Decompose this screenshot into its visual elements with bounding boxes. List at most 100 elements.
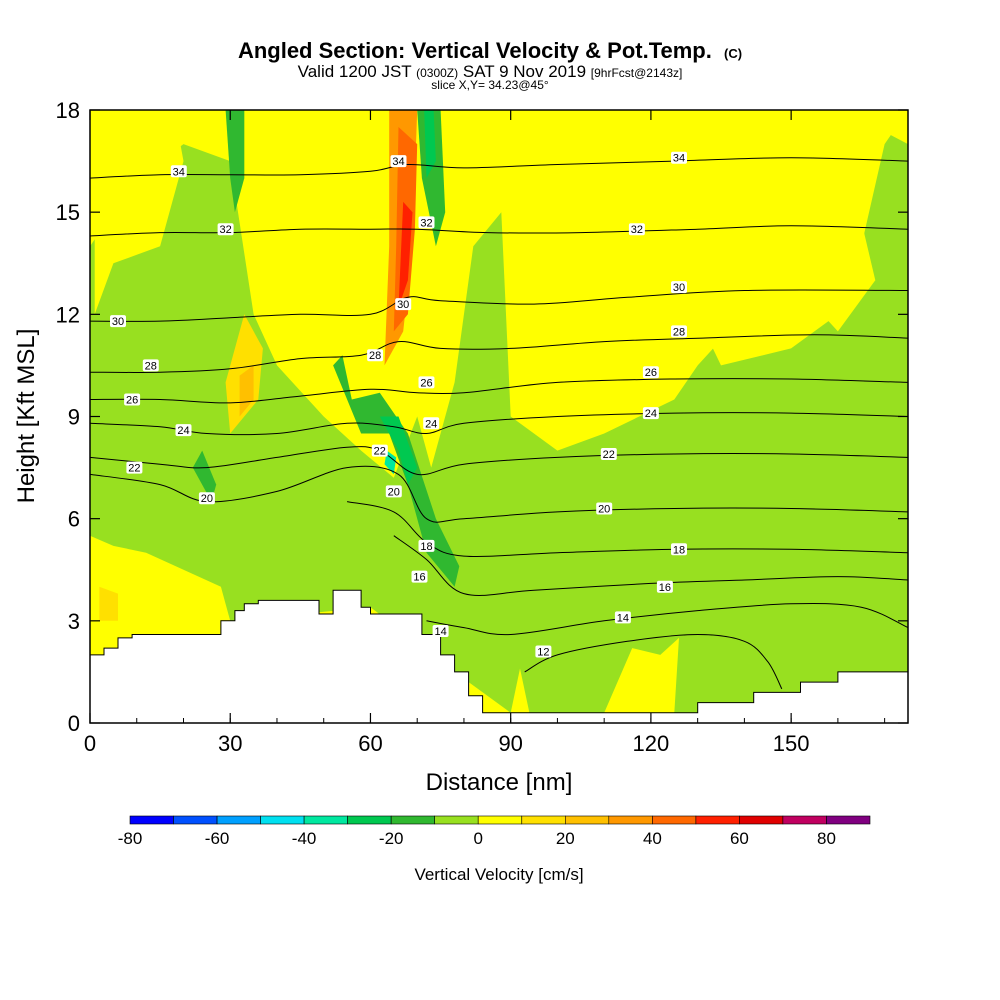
chart-subtitle-slice: slice X,Y= 34.23@45° <box>431 78 549 92</box>
contour-label-text: 20 <box>388 486 400 498</box>
x-tick-label-60: 60 <box>358 731 382 756</box>
x-axis: 0 30 60 90 120 150 <box>84 110 886 756</box>
y-tick-label-6: 6 <box>68 507 80 532</box>
x-tick-label-90: 90 <box>498 731 522 756</box>
contour-label-text: 14 <box>434 626 446 638</box>
isentrope-28 <box>90 334 908 373</box>
contour-label-13: 26 <box>418 376 435 389</box>
x-tick-label-0: 0 <box>84 731 96 756</box>
velocity-region-9 <box>99 586 118 621</box>
velocity-fill-layer <box>90 110 908 713</box>
contour-label-9: 28 <box>142 359 159 372</box>
colorbar-swatch-5 <box>347 815 392 825</box>
velocity-region-1 <box>94 110 184 315</box>
y-axis-title: Height [Kft MSL] <box>13 329 40 504</box>
contour-label-29: 14 <box>614 611 631 624</box>
velocity-region-3 <box>473 110 908 366</box>
velocity-region-17 <box>192 450 217 502</box>
contour-label-8: 30 <box>671 281 687 294</box>
contour-label-text: 34 <box>173 166 185 178</box>
contour-label-text: 32 <box>420 217 432 229</box>
contour-label-text: 28 <box>673 326 685 338</box>
isentrope-26 <box>90 378 908 404</box>
contour-label-text: 16 <box>659 582 671 594</box>
contour-label-text: 14 <box>617 612 629 624</box>
velocity-region-19 <box>424 110 436 179</box>
colorbar-swatch-16 <box>826 815 871 825</box>
velocity-region-20 <box>384 450 397 475</box>
contour-label-5: 32 <box>628 223 645 236</box>
contour-label-6: 30 <box>110 315 126 328</box>
contour-label-text: 30 <box>397 299 409 311</box>
y-tick-label-3: 3 <box>68 609 80 634</box>
velocity-region-6 <box>604 637 679 713</box>
contour-label-text: 28 <box>369 350 381 362</box>
colorbar-tick-label--80: -80 <box>118 829 143 848</box>
colorbar-swatch-8 <box>477 815 523 825</box>
colorbar-tick-label--20: -20 <box>379 829 404 848</box>
contour-label-17: 24 <box>642 407 659 420</box>
contour-label-28: 14 <box>432 625 449 638</box>
contour-label-15: 24 <box>175 424 192 437</box>
colorbar-tick-label-80: 80 <box>817 829 836 848</box>
contour-label-22: 20 <box>385 485 402 498</box>
terrain-mask <box>90 589 908 723</box>
contour-label-text: 24 <box>177 425 189 437</box>
colorbar-swatch-4 <box>303 815 348 825</box>
x-tick-label-30: 30 <box>218 731 242 756</box>
contour-label-4: 32 <box>418 216 435 229</box>
contour-label-7: 30 <box>395 298 412 311</box>
velocity-region-7 <box>510 668 530 713</box>
contour-label-2: 34 <box>671 151 687 165</box>
contour-label-23: 20 <box>596 502 613 516</box>
y-axis: 0 3 6 9 12 15 18 <box>56 98 908 736</box>
isentrope-30 <box>90 289 908 322</box>
contour-label-16: 24 <box>423 417 440 430</box>
colorbar-swatch-3 <box>260 815 305 825</box>
colorbar-tick-label--60: -60 <box>205 829 230 848</box>
contour-label-text: 26 <box>126 395 138 407</box>
isentrope-12 <box>524 633 783 690</box>
contour-label-26: 16 <box>411 570 428 584</box>
isentrope-34 <box>90 157 908 179</box>
contour-label-30: 12 <box>535 645 552 659</box>
contour-label-11: 28 <box>671 325 687 338</box>
velocity-region-13 <box>398 201 413 308</box>
contour-label-text: 24 <box>425 418 437 430</box>
contour-label-text: 16 <box>413 572 425 584</box>
colorbar-swatch-7 <box>434 815 479 825</box>
colorbar-swatch-6 <box>390 815 436 825</box>
contour-label-21: 20 <box>198 492 215 505</box>
x-tick-label-150: 150 <box>773 731 810 756</box>
colorbar-swatch-2 <box>216 815 261 825</box>
contour-label-24: 18 <box>418 539 435 553</box>
velocity-region-5 <box>90 535 231 655</box>
contour-label-text: 30 <box>112 316 124 328</box>
colorbar-swatch-11 <box>608 815 653 825</box>
contour-label-14: 26 <box>642 366 659 379</box>
isentrope-24 <box>90 412 908 436</box>
colorbar-swatch-15 <box>782 815 827 825</box>
colorbar-swatch-13 <box>695 815 740 825</box>
contour-label-text: 28 <box>145 360 157 372</box>
colorbar-swatch-0 <box>129 815 174 825</box>
colorbar-swatch-12 <box>652 815 697 825</box>
velocity-region-4 <box>791 161 876 332</box>
contour-label-text: 30 <box>673 282 685 294</box>
contour-label-text: 26 <box>645 367 657 379</box>
velocity-region-15 <box>417 110 446 247</box>
contour-label-text: 18 <box>673 544 685 556</box>
colorbar-swatch-10 <box>564 815 610 825</box>
contour-label-text: 18 <box>420 541 432 553</box>
isentrope-22 <box>90 446 908 476</box>
contour-label-text: 24 <box>645 408 657 420</box>
velocity-region-10 <box>239 365 254 417</box>
colorbar: -80 -60 -40 -20 0 20 40 60 80 <box>118 815 871 848</box>
colorbar-swatch-1 <box>173 815 218 825</box>
colorbar-tick-label--40: -40 <box>292 829 317 848</box>
isentrope-18 <box>346 501 908 558</box>
contour-label-layer: 34 34 34 32 32 32 30 30 30 28 28 28 26 26 26 24 24 24 22 22… <box>110 151 687 659</box>
isentrope-32 <box>90 225 908 237</box>
contour-label-18: 22 <box>126 461 143 475</box>
